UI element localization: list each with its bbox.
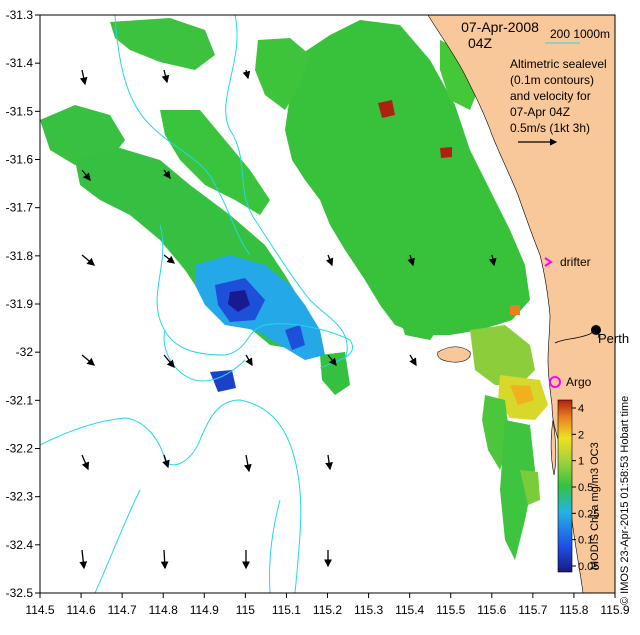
y-tick-label: -32 bbox=[16, 345, 34, 359]
credit-label: © IMOS 23-Apr-2015 01:58:53 Hobart time bbox=[619, 396, 631, 605]
colorbar-tick-label: 0.1 bbox=[578, 535, 593, 547]
x-tick-label: 114.5 bbox=[25, 603, 54, 617]
depth-scale-label: 200 1000m bbox=[550, 27, 610, 41]
x-tick-label: 114.8 bbox=[149, 603, 178, 617]
x-tick-label: 115.9 bbox=[600, 603, 629, 617]
legend-line: (0.1m contours) bbox=[510, 73, 594, 87]
velocity-arrow bbox=[161, 69, 170, 84]
contour-line bbox=[269, 499, 281, 593]
product-label: MODIS Chl-a mg/m3 OC3 bbox=[589, 442, 601, 570]
colorbar-tick-label: 0.05 bbox=[578, 561, 599, 573]
y-tick-label: -32.4 bbox=[6, 538, 34, 552]
y-tick-label: -31.9 bbox=[6, 297, 34, 311]
velocity-arrow bbox=[325, 454, 333, 471]
legend-line: 0.5m/s (1kt 3h) bbox=[510, 121, 590, 135]
drifter-marker bbox=[544, 257, 553, 267]
perth-label: Perth bbox=[598, 331, 629, 346]
velocity-arrow bbox=[243, 454, 252, 473]
y-tick-label: -31.7 bbox=[6, 201, 34, 215]
x-tick-label: 115.5 bbox=[436, 603, 465, 617]
x-tick-label: 114.7 bbox=[108, 603, 137, 617]
y-tick-label: -31.6 bbox=[6, 153, 34, 167]
legend-note: Altimetric sealevel (0.1m contours) and … bbox=[510, 57, 607, 146]
velocity-arrow bbox=[163, 354, 175, 368]
velocity-arrow bbox=[327, 354, 337, 367]
drifter-label: drifter bbox=[560, 255, 591, 269]
velocity-arrow bbox=[79, 549, 88, 570]
velocity-arrow bbox=[325, 254, 334, 267]
y-tick-label: -31.3 bbox=[6, 8, 34, 22]
velocity-arrow bbox=[81, 254, 95, 266]
x-tick-label: 115.7 bbox=[518, 603, 547, 617]
contour-line bbox=[40, 399, 302, 593]
contour-line bbox=[114, 15, 251, 256]
y-tick-label: -31.4 bbox=[6, 56, 34, 70]
x-tick-label: 114.6 bbox=[67, 603, 96, 617]
velocity-arrows bbox=[79, 69, 497, 570]
legend-line: and velocity for bbox=[510, 89, 591, 103]
y-tick-label: -32.5 bbox=[6, 586, 34, 600]
velocity-arrow bbox=[81, 354, 95, 366]
velocity-arrow bbox=[409, 354, 417, 367]
y-tick-label: -32.3 bbox=[6, 490, 34, 504]
colorbar bbox=[557, 399, 573, 573]
x-tick-label: 115.1 bbox=[272, 603, 301, 617]
velocity-arrow bbox=[79, 69, 88, 86]
velocity-arrow bbox=[160, 549, 169, 570]
date-label: 07-Apr-2008 bbox=[461, 19, 539, 35]
contour-line bbox=[225, 15, 348, 361]
y-tick-label: -31.5 bbox=[6, 104, 34, 118]
x-tick-label: 114.9 bbox=[190, 603, 219, 617]
x-tick-label: 115 bbox=[236, 603, 255, 617]
x-tick-label: 115.8 bbox=[559, 603, 588, 617]
colorbar-tick-label: 4 bbox=[578, 403, 584, 415]
rottnest-island bbox=[437, 346, 471, 363]
contour-line bbox=[156, 224, 353, 369]
colorbar-ticks: 4 2 1 0.5 0.25 0.1 0.05 bbox=[572, 403, 599, 573]
velocity-arrow bbox=[162, 454, 170, 469]
colorbar-tick-label: 2 bbox=[578, 429, 584, 441]
x-axis-ticks: 114.5 114.6 114.7 114.8 114.9 115 115.1 115.2 11… bbox=[25, 593, 630, 617]
time-label: 04Z bbox=[468, 35, 493, 51]
legend-line: Altimetric sealevel bbox=[510, 57, 607, 71]
legend-line: 07-Apr 04Z bbox=[510, 105, 570, 119]
y-axis-ticks: -31.3 -31.4 -31.5 -31.6 -31.7 -31.8 -31.9 -32 -3… bbox=[6, 8, 40, 600]
y-tick-label: -32.1 bbox=[6, 393, 34, 407]
garden-island bbox=[550, 419, 557, 476]
colorbar-tick-label: 0.5 bbox=[578, 482, 593, 494]
velocity-arrow bbox=[407, 254, 415, 267]
velocity-arrow bbox=[242, 69, 251, 80]
x-tick-label: 115.6 bbox=[477, 603, 506, 617]
chlorophyll-swath bbox=[40, 18, 548, 560]
velocity-arrow bbox=[162, 169, 171, 180]
colorbar-tick-label: 0.25 bbox=[578, 508, 599, 520]
colorbar-tick-label: 1 bbox=[578, 456, 584, 468]
velocity-arrow bbox=[81, 454, 90, 471]
velocity-arrow bbox=[163, 254, 176, 264]
velocity-arrow bbox=[245, 354, 253, 367]
y-tick-label: -32.2 bbox=[6, 442, 34, 456]
argo-marker bbox=[549, 376, 561, 388]
perth-marker bbox=[591, 325, 601, 335]
velocity-arrow bbox=[488, 254, 497, 267]
contour-line bbox=[94, 489, 141, 593]
x-tick-label: 115.2 bbox=[313, 603, 342, 617]
contour-line bbox=[163, 329, 246, 382]
x-tick-label: 115.4 bbox=[395, 603, 424, 617]
x-tick-label: 115.3 bbox=[354, 603, 383, 617]
sealevel-contours bbox=[40, 15, 353, 593]
velocity-arrow bbox=[81, 169, 91, 182]
argo-label: Argo bbox=[566, 375, 592, 389]
y-tick-label: -31.8 bbox=[6, 249, 34, 263]
